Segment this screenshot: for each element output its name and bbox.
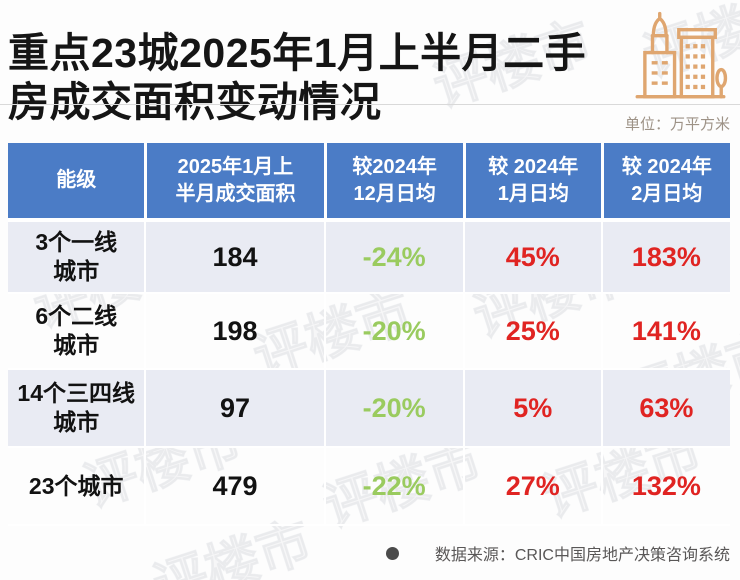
page-title: 重点23城2025年1月上半月二手 房成交面积变动情况 bbox=[8, 29, 586, 126]
table-row: 3个一线 城市 184 -24% 45% 183% bbox=[8, 222, 730, 294]
table-row: 14个三四线 城市 97 -20% 5% 63% bbox=[8, 370, 730, 448]
tier-cell: 14个三四线 城市 bbox=[8, 370, 145, 448]
column-header-area: 2025年1月上 半月成交面积 bbox=[144, 143, 324, 222]
area-cell: 198 bbox=[144, 294, 324, 370]
vs-feb-cell: 183% bbox=[600, 222, 730, 294]
vs-dec-cell: -22% bbox=[323, 448, 463, 526]
vs-dec-cell: -20% bbox=[323, 294, 463, 370]
vs-jan-cell: 45% bbox=[462, 222, 601, 294]
vs-dec-cell: -24% bbox=[323, 222, 463, 294]
vs-jan-cell: 5% bbox=[462, 370, 601, 448]
area-cell: 479 bbox=[144, 448, 324, 526]
data-source-text: 数据来源：CRIC中国房地产决策咨询系统 bbox=[434, 547, 730, 564]
area-cell: 184 bbox=[144, 222, 324, 294]
column-header-vs-dec: 较2024年 12月日均 bbox=[323, 143, 463, 222]
tier-cell: 3个一线 城市 bbox=[8, 222, 145, 294]
header-row: 能级 2025年1月上 半月成交面积 较2024年 12月日均 较 2024年 … bbox=[8, 143, 730, 222]
vs-jan-cell: 25% bbox=[462, 294, 601, 370]
data-source-row: 数据来源：CRIC中国房地产决策咨询系统 bbox=[385, 541, 730, 565]
unit-label: 单位：万平方米 bbox=[624, 116, 730, 133]
vs-dec-cell: -20% bbox=[323, 370, 463, 448]
bullet-icon bbox=[385, 546, 399, 560]
area-cell: 97 bbox=[144, 370, 324, 448]
vs-feb-cell: 63% bbox=[600, 370, 730, 448]
column-header-vs-jan: 较 2024年 1月日均 bbox=[462, 143, 601, 222]
building-windows bbox=[651, 44, 706, 90]
data-table: 能级 2025年1月上 半月成交面积 较2024年 12月日均 较 2024年 … bbox=[8, 143, 730, 526]
title-divider bbox=[0, 104, 740, 105]
tier-cell: 23个城市 bbox=[8, 448, 145, 526]
page-title-line2: 房成交面积变动情况 bbox=[8, 78, 382, 125]
vs-feb-cell: 141% bbox=[600, 294, 730, 370]
page-title-line1: 重点23城2025年1月上半月二手 bbox=[8, 30, 587, 77]
tier-cell: 6个二线 城市 bbox=[8, 294, 145, 370]
vs-feb-cell: 132% bbox=[600, 448, 730, 526]
table-row: 23个城市 479 -22% 27% 132% bbox=[8, 448, 730, 526]
column-header-vs-feb: 较 2024年 2月日均 bbox=[600, 143, 730, 222]
vs-jan-cell: 27% bbox=[462, 448, 601, 526]
table-row: 6个二线 城市 198 -20% 25% 141% bbox=[8, 294, 730, 370]
buildings-icon bbox=[635, 11, 728, 99]
column-header-tier: 能级 bbox=[8, 143, 145, 222]
